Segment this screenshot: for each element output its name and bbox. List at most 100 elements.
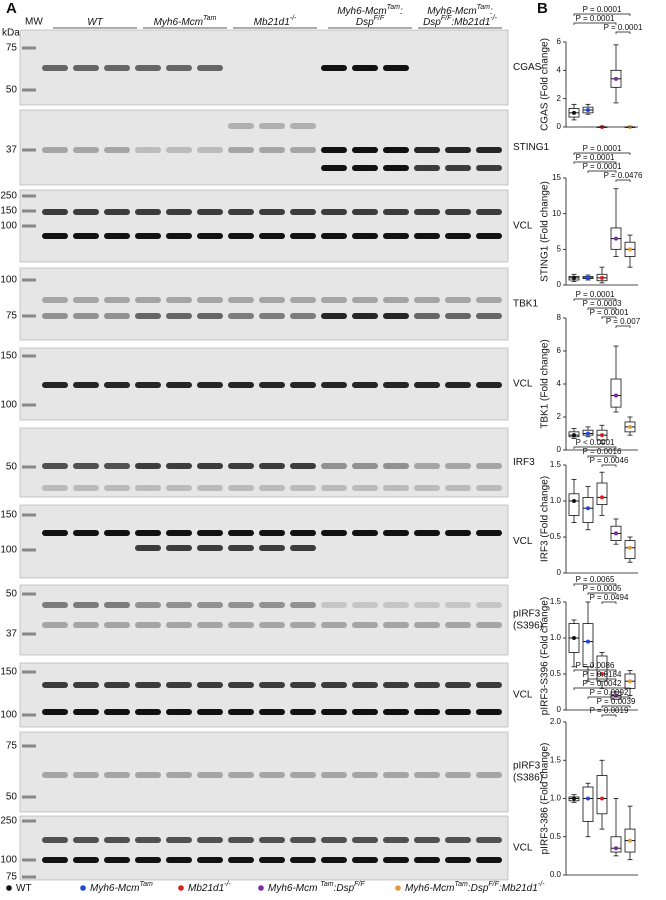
protein-band (352, 297, 378, 303)
mw-marker-label: 37 (6, 629, 18, 640)
ladder-band (22, 548, 36, 552)
label-part: :Mb21d1 (499, 883, 538, 894)
protein-band (321, 147, 347, 153)
protein-band (321, 602, 347, 608)
protein-band (42, 772, 68, 778)
protein-band (135, 147, 161, 153)
median-dot (628, 679, 632, 684)
mw-marker-label: 100 (0, 855, 17, 866)
protein-band (135, 622, 161, 628)
blot-label: TBK1 (513, 299, 538, 310)
blot-label: pIRF3 (513, 761, 541, 772)
ladder-band (22, 819, 36, 823)
protein-band (321, 682, 347, 688)
p-bracket (615, 179, 631, 182)
protein-band (228, 147, 254, 153)
protein-band (445, 682, 471, 688)
median-dot (586, 431, 590, 436)
median-dot (600, 275, 604, 280)
median-dot (628, 424, 632, 429)
protein-band (476, 682, 502, 688)
y-axis-label: IRF3 (Fold change) (540, 476, 551, 562)
protein-band (104, 857, 130, 863)
protein-band (135, 65, 161, 71)
label-part: -/- (224, 881, 231, 888)
protein-band (321, 233, 347, 239)
y-tick-label: 2.0 (550, 717, 562, 726)
protein-band (166, 382, 192, 388)
label-part: Tam (320, 881, 334, 888)
legend-label: Mb21d1-/- (188, 881, 231, 893)
label-part: : (400, 6, 403, 17)
protein-band (228, 463, 254, 469)
protein-band (104, 65, 130, 71)
protein-band (104, 530, 130, 536)
p-value: P = 0.0476 (604, 171, 643, 180)
protein-band (290, 382, 316, 388)
protein-band (166, 772, 192, 778)
protein-band (166, 233, 192, 239)
p-bracket (587, 307, 617, 310)
y-tick-label: 4 (557, 65, 562, 74)
protein-band (383, 602, 409, 608)
ladder-band (22, 314, 36, 318)
protein-band (321, 165, 347, 171)
mw-marker-label: 150 (0, 351, 17, 362)
blot-label: VCL (513, 379, 533, 390)
p-value: P = 0.0042 (583, 679, 622, 688)
protein-band (228, 530, 254, 536)
protein-band (228, 545, 254, 551)
y-tick-label: 8 (557, 313, 562, 322)
protein-band (259, 313, 285, 319)
protein-band (321, 709, 347, 715)
p-value: P = 0.0003 (583, 299, 622, 308)
protein-band (414, 622, 440, 628)
protein-band (383, 147, 409, 153)
group-label: Myh6-McmTam: (427, 4, 493, 16)
protein-band (135, 209, 161, 215)
median-dot (600, 672, 604, 676)
blot-image (19, 189, 509, 263)
y-tick-label: 2 (557, 94, 562, 103)
y-tick-label: 0.0 (550, 870, 562, 879)
protein-band (476, 837, 502, 843)
protein-band (476, 209, 502, 215)
protein-band (290, 837, 316, 843)
y-tick-label: 6 (557, 37, 562, 46)
protein-band (445, 709, 471, 715)
protein-band (259, 463, 285, 469)
label-part: Myh6-Mcm (154, 17, 203, 28)
p-bracket (587, 592, 617, 595)
y-tick-label: 1.5 (550, 755, 562, 764)
group-label: DspF/F (356, 15, 385, 27)
mw-marker-label: 150 (0, 667, 17, 678)
protein-band (290, 123, 316, 129)
protein-band (259, 772, 285, 778)
label-part: Tam (139, 881, 153, 888)
legend-marker (395, 885, 401, 891)
blot-image (19, 29, 509, 106)
protein-band (73, 147, 99, 153)
protein-band (135, 313, 161, 319)
protein-band (414, 147, 440, 153)
protein-band (73, 485, 99, 491)
protein-band (414, 313, 440, 319)
p-bracket (587, 696, 631, 699)
ladder-band (22, 875, 36, 879)
p-bracket (573, 161, 617, 164)
y-tick-label: 0 (557, 705, 562, 714)
protein-band (352, 313, 378, 319)
protein-band (383, 463, 409, 469)
protein-band (383, 313, 409, 319)
y-tick-label: 1.0 (550, 633, 562, 642)
ladder-band (22, 632, 36, 636)
protein-band (42, 313, 68, 319)
legend-label: Myh6-Mcm Tam:DspF/F (268, 881, 365, 893)
group-label: WT (87, 17, 103, 28)
protein-band (228, 485, 254, 491)
y-tick-label: 1.0 (550, 794, 562, 803)
protein-band (73, 313, 99, 319)
protein-band (476, 622, 502, 628)
protein-band (352, 233, 378, 239)
